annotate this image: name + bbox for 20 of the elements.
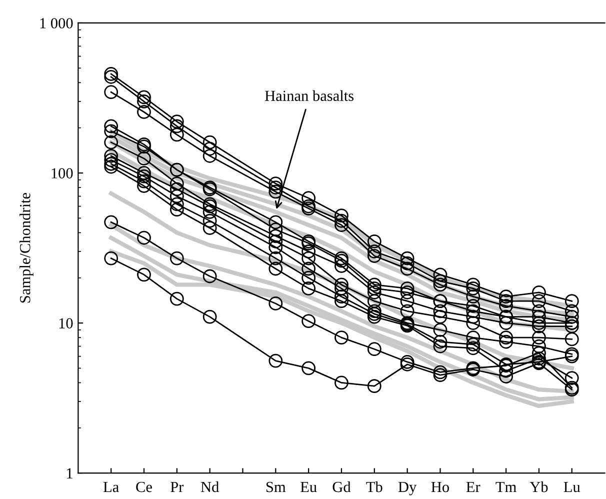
x-tick-label: Yb: [530, 481, 548, 492]
annotation: Hainan basalts: [264, 90, 354, 101]
x-tick-label: Tb: [366, 481, 382, 492]
x-tick-label: Ce: [136, 482, 152, 492]
x-tick-label: Dy: [398, 482, 417, 496]
y-tick-label: 10: [59, 318, 73, 328]
y-tick-label: 100: [52, 168, 73, 178]
x-tick-label: Sm: [266, 482, 286, 492]
x-tick-label: Er: [466, 482, 480, 492]
x-tick-label: Gd: [332, 481, 351, 492]
x-tick-label: Tm: [496, 482, 516, 492]
x-tick-label: Lu: [564, 482, 580, 492]
x-tick-label: Eu: [300, 482, 317, 492]
x-tick-label: Ho: [431, 482, 449, 492]
y-axis-title: Sample/Chondrite: [20, 192, 34, 303]
y-tick-label: 1: [67, 468, 72, 478]
x-tick-label: La: [103, 482, 119, 492]
x-tick-label: Pr: [170, 482, 184, 492]
x-tick-label: Nd: [200, 481, 219, 492]
y-tick-label: 1 000: [40, 18, 73, 28]
